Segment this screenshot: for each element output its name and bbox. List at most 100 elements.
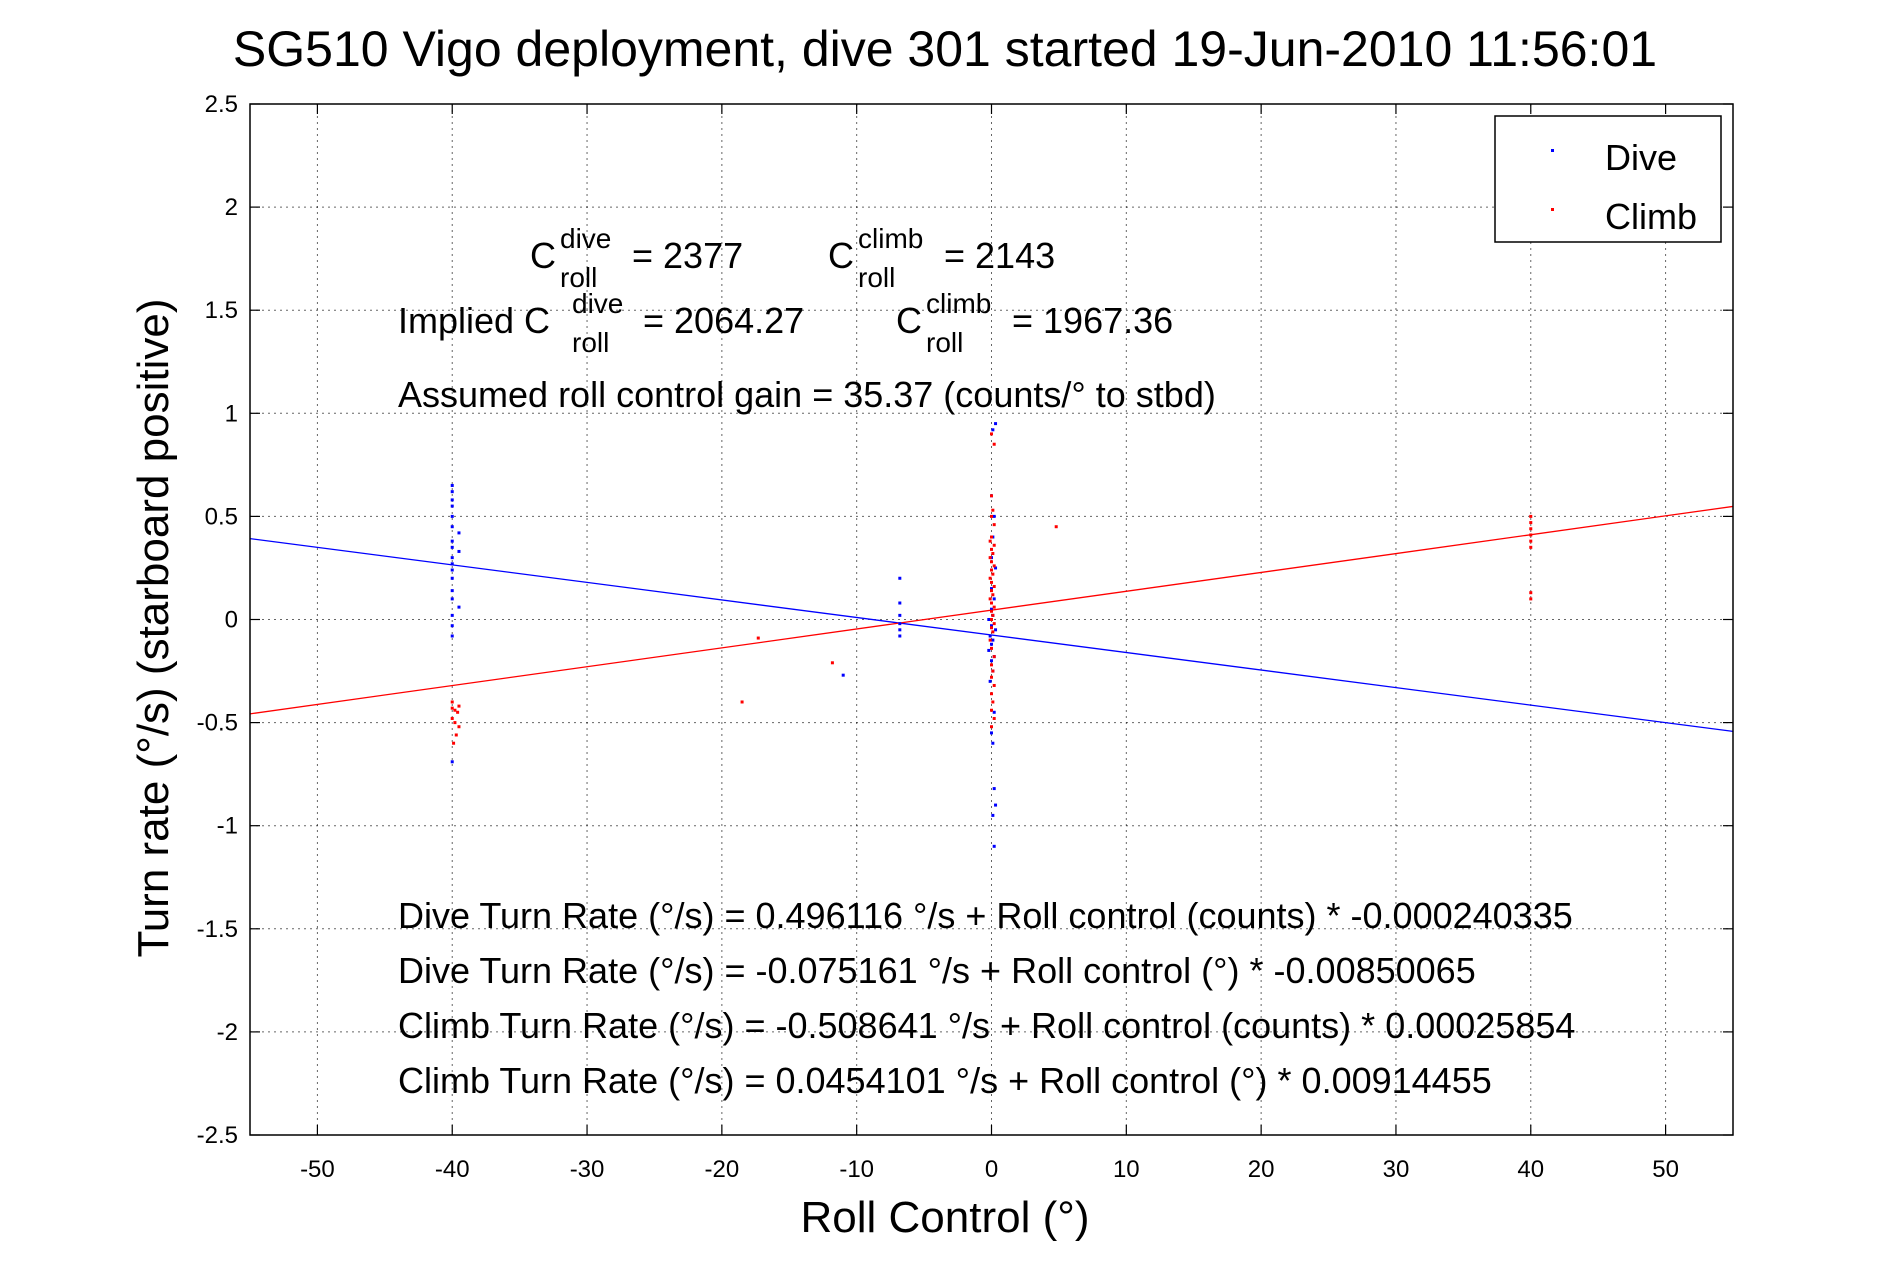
dive-point [990,731,993,735]
x-tick-label: -50 [300,1156,335,1183]
c-roll-dive-sub: roll [560,262,597,293]
x-tick-label: -10 [839,1156,874,1183]
y-tick-label: -2 [217,1019,238,1046]
climb-point [990,626,993,630]
dive-point [994,422,998,426]
climb-point [991,508,995,512]
implied-dive-sup: dive [572,288,623,319]
climb-point [991,630,995,634]
climb-point [988,576,992,580]
dive-point [450,760,454,764]
climb-point [992,622,996,626]
climb-point [992,683,996,687]
dive-point [450,556,454,560]
dive-point [450,525,454,529]
dive-point [450,634,454,638]
dive-point [841,673,845,677]
climb-point [450,716,454,720]
climb-point [1529,591,1533,595]
implied-dive-value: = 2064.27 [643,300,804,341]
climb-point [453,721,457,725]
climb-point [454,733,458,737]
climb-point [988,539,992,543]
dive-point [457,605,461,609]
legend-dive-marker [1551,149,1554,152]
equation-dive-degrees: Dive Turn Rate (°/s) = -0.075161 °/s + R… [398,950,1476,991]
climb-point [990,646,993,650]
implied-dive-sub: roll [572,327,609,358]
climb-point [990,547,993,551]
equation-climb-degrees: Climb Turn Rate (°/s) = 0.0454101 °/s + … [398,1060,1492,1101]
y-tick-label: 1 [225,400,238,427]
climb-point [990,494,993,498]
c-roll-dive-letter: C [530,235,556,276]
dive-point [988,679,992,683]
climb-point [990,580,993,584]
dive-point [994,803,998,807]
dive-point [450,562,454,566]
legend-climb-label: Climb [1605,196,1697,237]
climb-point [990,708,993,712]
y-tick-label: 0 [225,607,238,634]
x-tick-label: 0 [985,1156,998,1183]
climb-point [1529,597,1533,601]
c-roll-dive-value: = 2377 [632,235,743,276]
dive-point [450,589,454,593]
axes-frame [249,103,1734,1136]
climb-point [991,669,995,673]
y-tick-label: -1 [217,813,238,840]
implied-climb-sup: climb [926,288,991,319]
climb-point [1529,545,1533,549]
climb-point [450,700,454,704]
dive-point [450,490,454,494]
x-tick-label: -40 [435,1156,470,1183]
dive-point [994,566,998,570]
climb-point [988,638,992,642]
dive-point [898,601,902,605]
climb-point [1529,521,1533,525]
implied-label: Implied C [398,300,550,341]
climb-point [990,568,993,572]
dive-point [450,545,454,549]
climb-point [992,605,996,609]
climb-point [991,552,995,556]
climb-point [740,700,744,704]
climb-point [756,636,760,640]
climb-point [990,618,993,621]
dive-point [991,638,995,642]
climb-point [992,564,996,568]
dive-point [987,648,991,652]
climb-point [452,741,456,745]
y-tick-label: 2 [225,194,238,221]
implied-climb-value: = 1967.36 [1012,300,1173,341]
x-tick-label: 40 [1517,1156,1544,1183]
dive-point [450,576,454,580]
plot-area: -50 -40 -30 -20 -10 0 10 20 30 40 50 2.5 2 1.5 1 0.5 0 -0… [197,91,1734,1183]
dive-point [990,642,993,646]
dive-point [450,504,454,508]
climb-point [1529,527,1533,531]
dive-point [991,741,995,745]
climb-point [991,593,995,597]
climb-point [1529,533,1533,537]
x-tick-label: 10 [1113,1156,1140,1183]
climb-point [990,535,993,539]
climb-point [457,725,461,729]
climb-point [990,601,993,605]
dive-point [898,576,902,580]
climb-point [992,716,996,720]
dive-point [992,787,996,791]
climb-point [992,585,996,589]
implied-climb-letter: C [896,300,922,341]
implied-climb-sub: roll [926,327,963,358]
dive-point [990,607,993,611]
y-tick-label: 0.5 [205,503,238,530]
x-tick-label: -30 [570,1156,605,1183]
y-tick-label: 2.5 [205,91,238,118]
dive-point [991,428,995,432]
climb-point [1529,539,1533,543]
dive-point [992,844,996,848]
legend: Dive Climb [1494,115,1722,243]
dive-point [990,587,993,591]
